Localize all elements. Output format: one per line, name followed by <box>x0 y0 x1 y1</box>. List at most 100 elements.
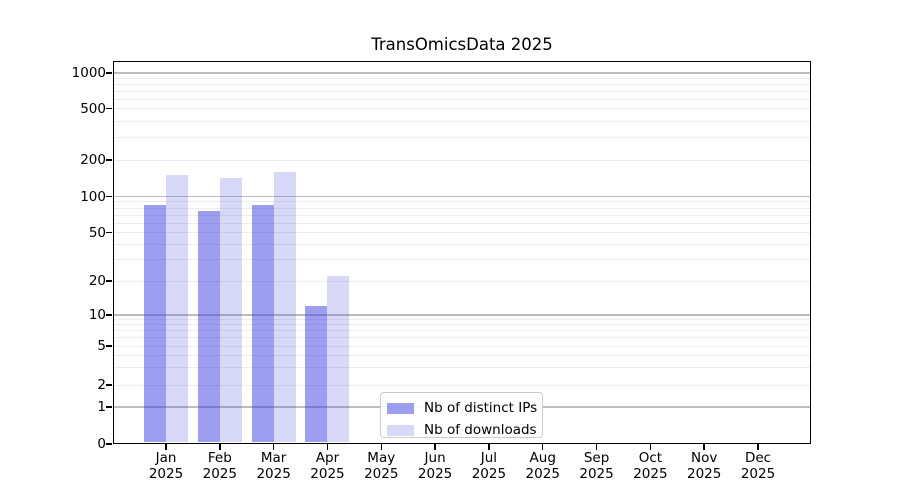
x-tick-month: Aug <box>529 450 556 466</box>
major-gridline <box>113 72 811 74</box>
minor-gridline <box>113 98 811 100</box>
plot-area: Nb of distinct IPs Nb of downloads <box>113 61 811 444</box>
minor-gridline <box>113 108 811 109</box>
legend: Nb of distinct IPs Nb of downloads <box>380 392 543 438</box>
x-tick-mark <box>326 444 329 450</box>
y-tick-mark <box>106 231 112 234</box>
legend-item-downloads: Nb of downloads <box>387 422 537 438</box>
minor-gridline <box>113 77 811 79</box>
x-tick-year: 2025 <box>256 466 291 482</box>
x-tick-mark <box>165 444 167 450</box>
bar-jan-downloads <box>166 175 188 443</box>
x-tick-label-mar: Mar 2025 <box>244 450 304 482</box>
x-tick-month: May <box>367 450 396 466</box>
x-tick-year: 2025 <box>417 466 453 482</box>
minor-gridline <box>113 259 811 261</box>
y-tick-label: 10 <box>88 307 106 323</box>
minor-gridline <box>113 324 811 326</box>
x-tick-mark <box>757 444 759 450</box>
minor-gridline <box>113 222 811 224</box>
y-tick-mark <box>106 72 112 74</box>
axes-spines <box>113 61 811 444</box>
x-tick-month: Sep <box>583 450 610 466</box>
bar-mar-distinct-ips <box>251 204 274 443</box>
y-tick-label: 1000 <box>71 65 106 81</box>
x-tick-year: 2025 <box>471 466 507 482</box>
x-tick-label-apr: Apr 2025 <box>297 450 357 482</box>
x-tick-mark <box>595 444 598 450</box>
x-tick-label-jun: Jun 2025 <box>405 450 465 482</box>
x-tick-month: Nov <box>691 450 718 466</box>
y-tick-label: 100 <box>80 188 106 205</box>
x-tick-mark <box>649 444 652 450</box>
bar-apr-downloads <box>327 275 350 443</box>
y-tick-label: 50 <box>88 224 106 241</box>
x-tick-mark <box>703 444 705 450</box>
minor-gridline <box>113 136 811 138</box>
x-tick-label-sep: Sep 2025 <box>567 450 627 482</box>
x-tick-month: Jun <box>424 450 446 466</box>
y-tick-mark <box>106 406 112 408</box>
legend-swatch-downloads <box>387 424 414 436</box>
x-tick-label-may: May 2025 <box>351 450 411 482</box>
minor-gridline <box>113 280 811 282</box>
minor-gridline <box>113 243 811 245</box>
x-tick-month: Apr <box>315 450 340 466</box>
x-tick-year: 2025 <box>740 466 776 482</box>
x-tick-year: 2025 <box>633 466 668 482</box>
minor-gridline <box>113 367 811 369</box>
minor-gridline <box>113 337 811 339</box>
minor-gridline <box>113 345 811 347</box>
x-tick-label-jan: Jan 2025 <box>136 450 196 482</box>
x-tick-label-nov: Nov 2025 <box>674 450 734 482</box>
minor-gridline <box>113 159 811 161</box>
x-tick-year: 2025 <box>687 466 722 482</box>
x-tick-label-oct: Oct 2025 <box>620 450 680 482</box>
x-tick-month: Jan <box>155 450 177 466</box>
x-tick-mark <box>434 444 436 450</box>
minor-gridline <box>113 214 811 216</box>
x-tick-year: 2025 <box>525 466 560 482</box>
x-tick-label-aug: Aug 2025 <box>513 450 573 482</box>
y-tick-mark <box>106 314 112 316</box>
x-tick-month: Dec <box>744 450 772 466</box>
x-tick-mark <box>272 444 275 450</box>
minor-gridline <box>113 120 811 122</box>
legend-label-distinct-ips: Nb of distinct IPs <box>424 400 538 416</box>
bar-feb-downloads <box>219 178 242 443</box>
x-tick-month: Mar <box>260 450 287 466</box>
y-tick-mark <box>106 443 112 445</box>
minor-gridline <box>113 232 811 233</box>
y-tick-mark <box>106 384 112 386</box>
x-tick-month: Oct <box>638 450 663 466</box>
x-tick-mark <box>380 444 383 450</box>
y-tick-label: 20 <box>88 273 106 289</box>
x-tick-year: 2025 <box>202 466 237 482</box>
y-tick-mark <box>106 107 112 110</box>
x-tick-label-jul: Jul 2025 <box>459 450 519 482</box>
x-tick-month: Jul <box>480 450 498 466</box>
bar-apr-distinct-ips <box>305 306 328 443</box>
bar-mar-downloads <box>273 171 296 443</box>
x-tick-mark <box>219 444 221 450</box>
minor-gridline <box>113 207 811 209</box>
y-tick-label: 0 <box>97 436 106 452</box>
x-tick-year: 2025 <box>148 466 184 482</box>
bar-jan-distinct-ips <box>144 204 166 443</box>
legend-swatch-distinct-ips <box>387 402 414 414</box>
y-tick-label: 2 <box>97 377 106 393</box>
minor-gridline <box>113 83 811 85</box>
minor-gridline <box>113 330 811 332</box>
y-tick-mark <box>106 345 112 347</box>
x-tick-month: Feb <box>207 450 232 466</box>
major-gridline <box>113 195 811 198</box>
legend-item-distinct-ips: Nb of distinct IPs <box>387 400 538 416</box>
major-gridline <box>113 314 811 316</box>
minor-gridline <box>113 384 811 386</box>
y-tick-label: 500 <box>80 100 106 117</box>
y-tick-mark <box>106 195 112 198</box>
legend-label-downloads: Nb of downloads <box>424 422 537 438</box>
y-tick-label: 5 <box>97 338 106 354</box>
bar-feb-distinct-ips <box>197 210 220 443</box>
